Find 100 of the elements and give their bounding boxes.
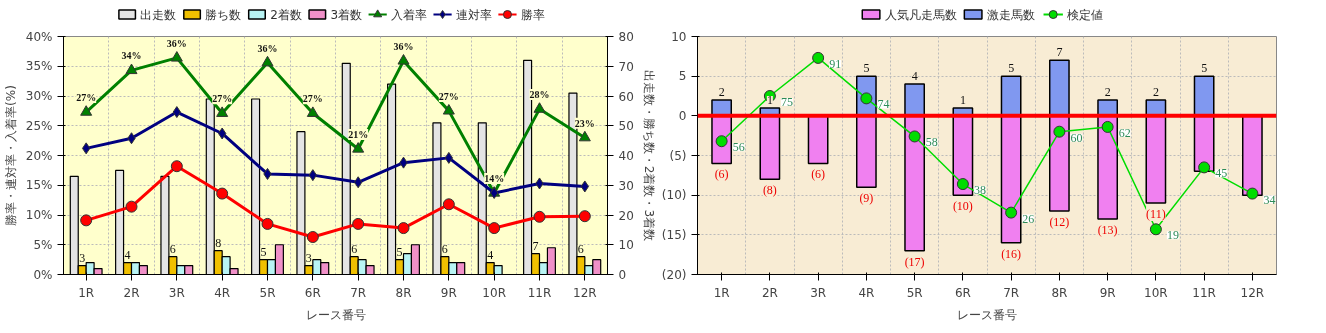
- x-axis-title: レース番号: [305, 307, 366, 322]
- x-axis-title: レース番号: [957, 307, 1017, 322]
- bar: [1241, 115, 1263, 196]
- data-label: 4: [124, 247, 131, 262]
- x-tick-label: 10R: [482, 285, 506, 300]
- legend-label: 出走数: [140, 7, 177, 22]
- point: [1149, 223, 1162, 236]
- y-tick-label: 10: [671, 29, 687, 44]
- legend-label: 激走馬数: [987, 7, 1036, 22]
- y2-axis-title: 出走数・勝ち数・2着数・3着数: [641, 69, 656, 242]
- x-tick-label: 4R: [214, 285, 231, 300]
- data-label: 14%: [484, 172, 505, 184]
- point: [956, 178, 969, 191]
- x-tick-label: 2R: [123, 285, 140, 300]
- legend-label: 連対率: [455, 7, 492, 22]
- data-label: (8): [762, 183, 777, 198]
- y-tick-label: (5): [669, 148, 687, 163]
- point: [397, 222, 410, 235]
- x-tick-label: 2R: [761, 285, 778, 300]
- data-label: 2: [1152, 84, 1159, 99]
- x-tick-label: 11R: [1192, 285, 1216, 300]
- data-label: 36%: [257, 42, 278, 54]
- x-tick-label: 7R: [1003, 285, 1020, 300]
- x-tick-label: 6R: [304, 285, 321, 300]
- data-label: 6: [351, 241, 358, 256]
- point: [533, 102, 546, 113]
- data-label: 5: [396, 244, 403, 259]
- point: [442, 198, 455, 211]
- data-label: 36%: [393, 40, 414, 52]
- x-tick-label: 1R: [713, 285, 730, 300]
- y2-tick-label: 0: [618, 268, 627, 282]
- data-label: 5: [863, 61, 870, 76]
- data-label: 4: [911, 69, 918, 84]
- bar: [1000, 115, 1022, 244]
- x-tick-label: 1R: [78, 285, 95, 300]
- data-label: 7: [532, 238, 539, 253]
- data-label: 7: [1056, 45, 1063, 60]
- point: [1005, 206, 1018, 219]
- data-label: 45: [1215, 166, 1228, 181]
- data-label: (17): [904, 254, 925, 269]
- data-label: 23%: [574, 117, 595, 129]
- y-tick-label: 30%: [25, 89, 53, 103]
- data-label: 28%: [529, 89, 550, 101]
- data-label: (16): [1001, 246, 1022, 261]
- x-tick-label: 5R: [259, 285, 276, 300]
- y-tick-label: 25%: [25, 118, 53, 133]
- y-tick-label: (20): [661, 267, 687, 282]
- data-label: 60: [1070, 130, 1083, 145]
- data-label: (12): [1049, 215, 1070, 230]
- y-tick-label: 15%: [25, 178, 53, 193]
- data-label: 34: [1263, 192, 1276, 207]
- y-tick-label: 40%: [25, 29, 53, 44]
- point: [216, 187, 229, 200]
- data-label: 2: [718, 84, 725, 99]
- data-label: (6): [714, 167, 729, 182]
- y2-tick-label: 60: [618, 89, 634, 104]
- y2-tick-label: 70: [618, 59, 634, 74]
- x-tick-label: 7R: [350, 285, 367, 300]
- point: [170, 51, 183, 62]
- point: [261, 217, 274, 230]
- y2-tick-label: 30: [618, 178, 634, 193]
- point: [812, 51, 825, 64]
- x-tick-label: 12R: [1240, 285, 1265, 300]
- point: [1053, 125, 1066, 138]
- data-label: 6: [169, 241, 176, 256]
- x-tick-label: 11R: [527, 285, 552, 300]
- data-label: 6: [441, 241, 448, 256]
- point: [80, 105, 93, 116]
- legend-label: 勝率: [520, 7, 545, 22]
- y-tick-label: 0: [678, 108, 687, 123]
- bar: [807, 115, 829, 165]
- data-label: 5: [260, 244, 267, 259]
- x-tick-label: 6R: [954, 285, 971, 300]
- point: [578, 210, 591, 223]
- y2-tick-label: 10: [618, 238, 634, 253]
- data-label: 36%: [166, 37, 187, 49]
- data-label: 58: [925, 135, 938, 150]
- data-label: 8: [215, 235, 222, 250]
- legend-label: 人気凡走馬数: [885, 7, 958, 22]
- bar: [855, 115, 877, 188]
- point: [578, 130, 591, 142]
- y-tick-label: 20%: [25, 148, 53, 163]
- data-label: 1: [766, 92, 773, 107]
- point: [80, 214, 93, 227]
- x-tick-label: 4R: [858, 285, 875, 300]
- y2-tick-label: 20: [618, 208, 634, 223]
- bar: [1000, 75, 1022, 117]
- y-tick-label: (15): [661, 227, 687, 242]
- data-label: 91: [829, 56, 842, 71]
- y-axis-title: 勝率・連対率・入着率(%): [3, 85, 18, 226]
- legend-label: 勝ち数: [205, 7, 242, 22]
- x-tick-label: 9R: [1099, 285, 1116, 300]
- bar: [1145, 115, 1167, 204]
- point: [170, 160, 183, 173]
- data-label: 27%: [212, 93, 233, 105]
- legend-label: 入着率: [390, 7, 427, 22]
- point: [352, 142, 365, 153]
- point: [352, 217, 365, 230]
- bar: [904, 83, 926, 117]
- point: [908, 130, 921, 143]
